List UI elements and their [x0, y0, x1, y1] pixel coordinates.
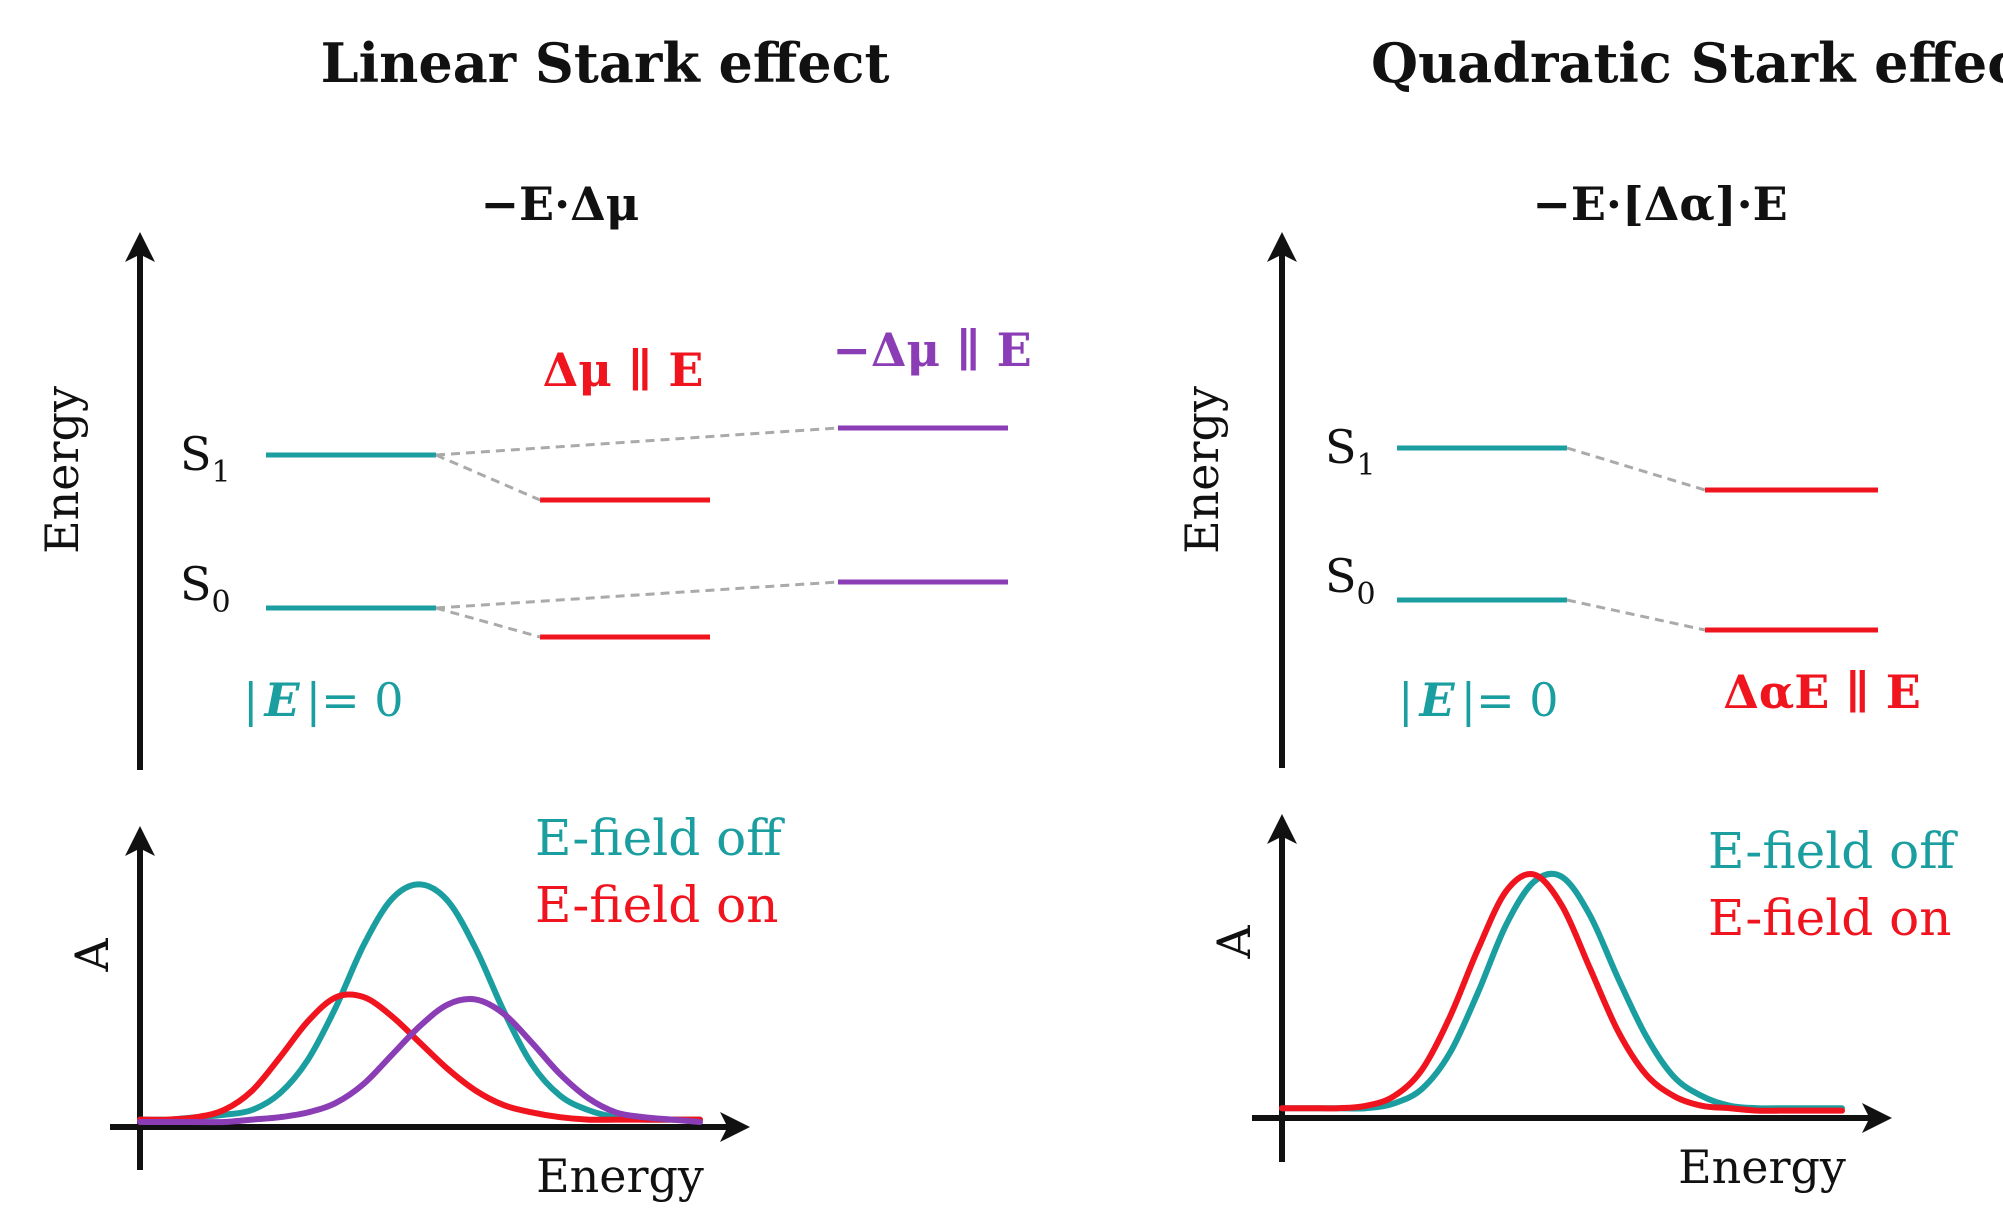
linear-absorbance-axis-label: A	[65, 938, 119, 973]
linear-s0-connector-antiparallel	[435, 580, 839, 610]
quadratic-formula: −E·[Δα]·E	[1532, 177, 1787, 231]
quadratic-s0-connector	[1566, 598, 1706, 632]
linear-s0-connector-parallel	[435, 606, 541, 639]
linear-formula: −E·Δμ	[481, 177, 640, 231]
quadratic-zero-field-label: | E |= 0	[1398, 673, 1559, 727]
linear-spectrum-series-1-line	[137, 991, 703, 1123]
quadratic-energy-axis-label: Energy	[1175, 386, 1229, 554]
linear-s1-connector-parallel	[435, 453, 541, 502]
linear-s0-label: S0	[180, 557, 231, 620]
quadratic-s1-connector	[1566, 446, 1706, 492]
linear-parallel-label: Δμ ∥ E	[543, 343, 704, 397]
linear-spectrum-plot	[137, 881, 703, 1126]
linear-s1-connector-antiparallel	[435, 426, 839, 457]
linear-legend-off: E-field off	[535, 809, 785, 867]
quadratic-legend-on: E-field on	[1708, 889, 1951, 947]
quadratic-s0-label: S0	[1325, 549, 1376, 612]
linear-antiparallel-label: −Δμ ∥ E	[832, 323, 1031, 377]
linear-zero-field-label: | E |= 0	[243, 673, 404, 727]
quadratic-shift-label: ΔαE ∥ E	[1723, 665, 1921, 719]
quadratic-absorbance-axis-label: A	[1207, 925, 1261, 960]
linear-legend-on: E-field on	[535, 876, 778, 934]
linear-title: Linear Stark effect	[321, 31, 890, 95]
linear-s1-label: S1	[180, 427, 231, 490]
quadratic-title: Quadratic Stark effect	[1371, 31, 2003, 95]
quadratic-spectrum-energy-label: Energy	[1678, 1140, 1846, 1194]
linear-panel: Linear Stark effect −E·Δμ Energy S1 S0 Δ…	[35, 31, 1032, 1203]
quadratic-panel: Quadratic Stark effect −E·[Δα]·E Energy …	[1175, 31, 2003, 1194]
linear-energy-axis-label: Energy	[35, 386, 89, 554]
linear-spectrum-series-2-line	[137, 996, 703, 1126]
quadratic-s1-label: S1	[1325, 420, 1376, 483]
linear-spectrum-energy-label: Energy	[536, 1149, 704, 1203]
quadratic-legend-off: E-field off	[1708, 822, 1958, 880]
quadratic-spectrum-series-1-line	[1279, 871, 1845, 1114]
linear-spectrum-series-0-line	[137, 881, 703, 1123]
quadratic-spectrum-plot	[1279, 870, 1845, 1114]
